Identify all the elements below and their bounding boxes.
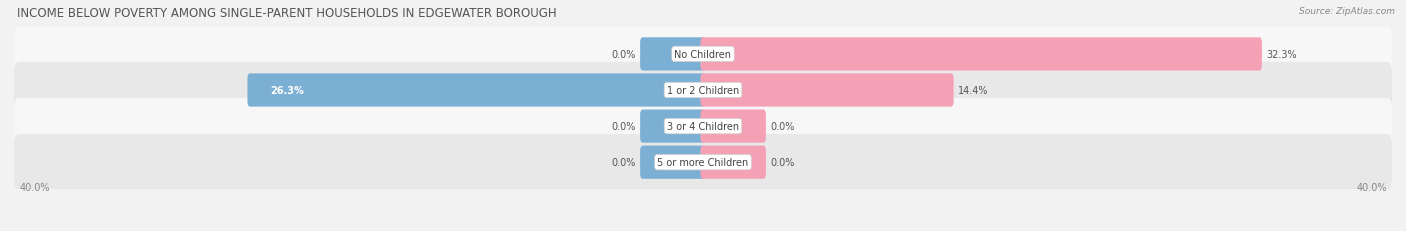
FancyBboxPatch shape: [700, 146, 766, 179]
FancyBboxPatch shape: [247, 74, 706, 107]
FancyBboxPatch shape: [640, 38, 706, 71]
Text: No Children: No Children: [675, 50, 731, 60]
FancyBboxPatch shape: [14, 63, 1392, 119]
Text: INCOME BELOW POVERTY AMONG SINGLE-PARENT HOUSEHOLDS IN EDGEWATER BOROUGH: INCOME BELOW POVERTY AMONG SINGLE-PARENT…: [17, 7, 557, 20]
FancyBboxPatch shape: [14, 98, 1392, 155]
Text: 0.0%: 0.0%: [612, 50, 636, 60]
Text: 14.4%: 14.4%: [957, 86, 988, 96]
Text: 0.0%: 0.0%: [770, 122, 794, 131]
Text: 0.0%: 0.0%: [612, 158, 636, 167]
Text: 32.3%: 32.3%: [1267, 50, 1296, 60]
Text: 1 or 2 Children: 1 or 2 Children: [666, 86, 740, 96]
FancyBboxPatch shape: [700, 110, 766, 143]
Text: 0.0%: 0.0%: [770, 158, 794, 167]
Text: 40.0%: 40.0%: [1357, 182, 1386, 192]
FancyBboxPatch shape: [640, 110, 706, 143]
FancyBboxPatch shape: [700, 38, 1263, 71]
Text: 40.0%: 40.0%: [20, 182, 49, 192]
Text: Source: ZipAtlas.com: Source: ZipAtlas.com: [1299, 7, 1395, 16]
FancyBboxPatch shape: [700, 74, 953, 107]
Text: 5 or more Children: 5 or more Children: [658, 158, 748, 167]
Text: 3 or 4 Children: 3 or 4 Children: [666, 122, 740, 131]
FancyBboxPatch shape: [14, 27, 1392, 83]
Text: 0.0%: 0.0%: [612, 122, 636, 131]
FancyBboxPatch shape: [14, 134, 1392, 191]
FancyBboxPatch shape: [640, 146, 706, 179]
Text: 26.3%: 26.3%: [271, 86, 305, 96]
